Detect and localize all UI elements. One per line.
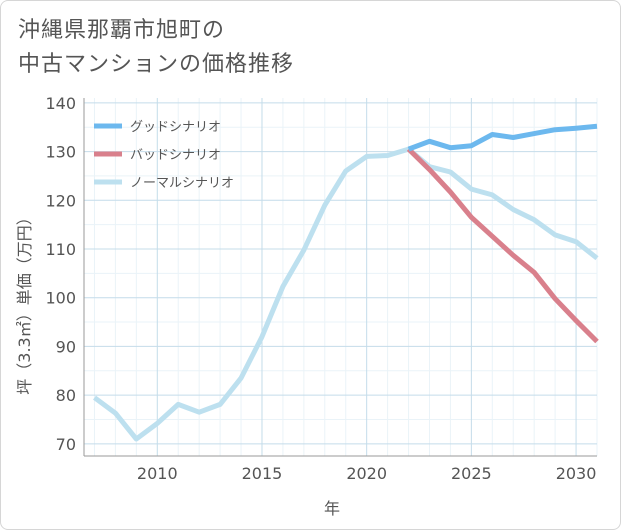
y-tick-label: 100 [45, 289, 76, 308]
chart-title-line-2: 中古マンションの価格推移 [18, 52, 295, 77]
y-tick-label: 80 [56, 386, 76, 405]
legend-label: ノーマルシナリオ [130, 176, 234, 191]
series-line-2 [93, 146, 599, 442]
x-tick-label: 2030 [556, 464, 597, 483]
y-axis-label: 坪（3.3㎡）単価（万円） [15, 209, 34, 394]
y-tick-label: 70 [56, 435, 76, 454]
chart-title-line-1: 沖縄県那覇市旭町の [18, 18, 226, 43]
y-tick-label: 90 [56, 337, 76, 356]
tick-labels: 2010 2015 2020 2025 2030 70 80 90 100 110 120 130 14… [45, 94, 596, 483]
y-tick-label: 110 [45, 240, 76, 259]
grid [83, 98, 598, 457]
plot-area [84, 98, 597, 456]
legend-label: バッドシナリオ [130, 148, 221, 163]
x-axis-label: 年 [324, 499, 340, 518]
chart-title: 沖縄県那覇市旭町の 中古マンションの価格推移 [18, 14, 294, 82]
series-line-0 [407, 123, 598, 152]
x-tick-label: 2025 [451, 464, 492, 483]
y-tick-label: 120 [45, 191, 76, 210]
x-tick-label: 2020 [346, 464, 387, 483]
x-tick-label: 2010 [137, 464, 178, 483]
y-tick-label: 130 [45, 143, 76, 162]
legend-label: グッドシナリオ [130, 120, 221, 135]
x-tick-label: 2015 [242, 464, 283, 483]
series-lines [93, 123, 599, 442]
series-line-1 [406, 147, 599, 344]
y-tick-label: 140 [45, 94, 76, 113]
